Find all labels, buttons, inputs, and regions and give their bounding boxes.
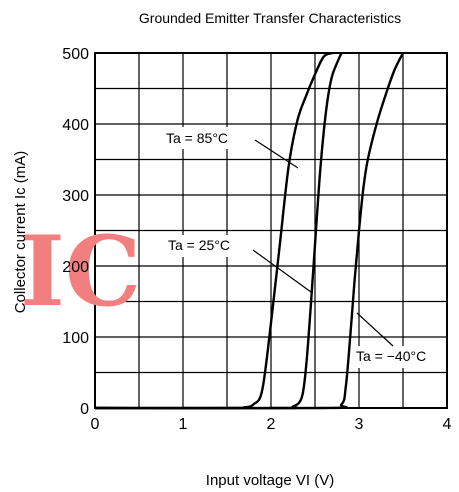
annotation-label-25: Ta = 25°C [168, 237, 230, 253]
x-axis-label: Input voltage VI (V) [206, 472, 334, 489]
x-tick-label: 4 [443, 416, 452, 433]
x-tick-label: 1 [179, 416, 188, 433]
y-tick-label: 500 [62, 46, 89, 63]
leader-line-minus40 [356, 312, 394, 347]
leader-line-25 [252, 249, 312, 293]
watermark-logo: IC [20, 215, 141, 328]
y-tick-label: 300 [62, 188, 89, 205]
y-axis-label: Collector current Ic (mA) [12, 151, 29, 314]
x-tick-labels: 0 1 2 3 4 [91, 416, 452, 433]
leader-line-85 [254, 139, 299, 169]
annotation-25: Ta = 25°C [165, 235, 312, 293]
series-lines [94, 51, 405, 410]
x-tick-label: 2 [267, 416, 276, 433]
annotation-label-85: Ta = 85°C [166, 130, 228, 146]
y-tick-label: 200 [62, 259, 89, 276]
y-tick-label: 400 [62, 117, 89, 134]
annotation-label-minus40: Ta = −40°C [356, 348, 426, 364]
x-tick-label: 3 [355, 416, 364, 433]
y-tick-label: 0 [80, 401, 89, 418]
chart-title: Grounded Emitter Transfer Characteristic… [139, 10, 401, 26]
y-tick-labels: 0 100 200 300 400 500 [62, 46, 89, 418]
annotation-minus40: Ta = −40°C [354, 312, 444, 368]
series-line-2 [94, 52, 405, 410]
x-tick-label: 0 [91, 416, 100, 433]
y-tick-label: 100 [62, 330, 89, 347]
annotation-85: Ta = 85°C [163, 127, 299, 169]
